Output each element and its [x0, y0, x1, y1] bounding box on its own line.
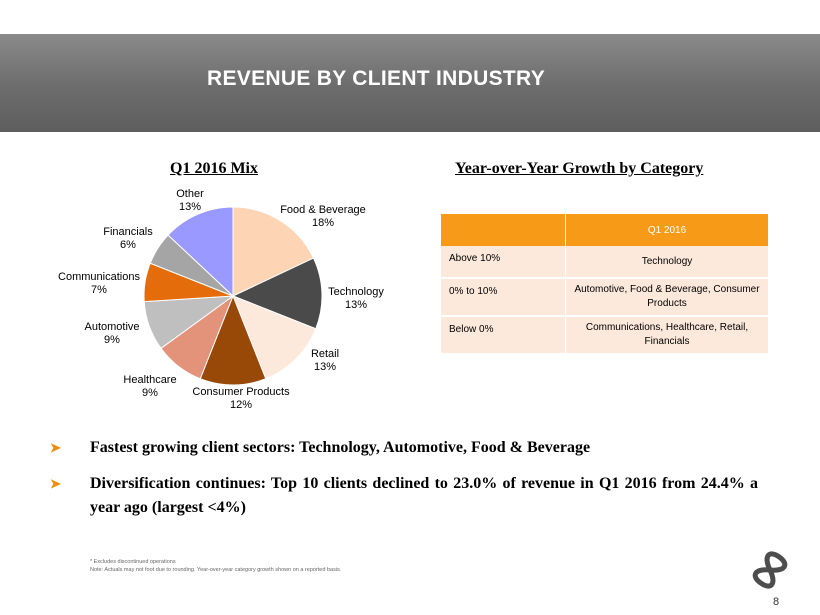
pie-label: Technology: [328, 286, 384, 298]
pie-slice-food-beverage: [232, 206, 315, 297]
growth-table: Q1 2016 Above 10% Technology 0% to 10% A…: [441, 214, 769, 355]
bullet-text: Diversification continues: Top 10 client…: [90, 475, 758, 516]
pie-value-label: 12%: [230, 399, 252, 411]
footnote: Note: Actuals may not foot due to roundi…: [90, 567, 342, 573]
pie-value-label: 13%: [179, 201, 201, 213]
growth-sectors: Technology: [565, 246, 769, 279]
pie-label: Retail: [311, 348, 339, 360]
pie-value-label: 13%: [345, 299, 367, 311]
title-banner: [0, 34, 820, 132]
pie-chart: Food & Beverage18%Technology13%Retail13%…: [58, 188, 384, 411]
pie-slice-retail: [232, 295, 317, 380]
bullet-item: ➤ Diversification continues: Top 10 clie…: [50, 472, 758, 520]
infinity-logo-icon: [752, 551, 788, 589]
pie-value-label: 7%: [91, 284, 107, 296]
pie-label: Healthcare: [123, 374, 176, 386]
bullet-text: Fastest growing client sectors: Technolo…: [90, 439, 591, 456]
page-number: 8: [773, 596, 780, 608]
pie-value-label: 6%: [120, 239, 136, 251]
growth-sectors: Automotive, Food & Beverage, Consumer Pr…: [565, 278, 769, 317]
bullet-item: ➤ Fastest growing client sectors: Techno…: [50, 436, 758, 460]
footnote: * Excludes discontinued operations: [90, 559, 176, 565]
pie-slice-consumer-products: [199, 294, 267, 386]
pie-slice-other: [167, 206, 234, 298]
growth-category: Above 10%: [441, 246, 566, 279]
page-title: REVENUE BY CLIENT INDUSTRY: [207, 67, 546, 90]
pie-value-label: 9%: [142, 387, 158, 399]
pie-value-label: 18%: [312, 217, 334, 229]
growth-category: Below 0%: [441, 316, 566, 355]
table-row: Below 0% Communications, Healthcare, Ret…: [441, 316, 769, 355]
growth-category: 0% to 10%: [441, 278, 566, 317]
pie-label: Automotive: [84, 321, 139, 333]
table-row: Above 10% Technology: [441, 246, 769, 279]
growth-table-title: Year-over-Year Growth by Category: [455, 160, 704, 177]
pie-label: Other: [176, 188, 204, 200]
pie-label: Communications: [58, 271, 140, 283]
pie-label: Consumer Products: [192, 386, 290, 398]
pie-value-label: 9%: [104, 334, 120, 346]
pie-label: Financials: [103, 226, 153, 238]
table-row: 0% to 10% Automotive, Food & Beverage, C…: [441, 278, 769, 317]
growth-header-blank: [441, 214, 566, 246]
growth-sectors: Communications, Healthcare, Retail, Fina…: [565, 316, 769, 355]
pie-value-label: 13%: [314, 361, 336, 373]
pie-label: Food & Beverage: [280, 204, 366, 216]
arrow-bullet-icon: ➤: [50, 440, 61, 455]
pie-chart-title: Q1 2016 Mix: [170, 160, 258, 177]
growth-header: Q1 2016: [565, 214, 769, 246]
pie-slice-technology: [231, 257, 323, 330]
arrow-bullet-icon: ➤: [50, 476, 61, 491]
